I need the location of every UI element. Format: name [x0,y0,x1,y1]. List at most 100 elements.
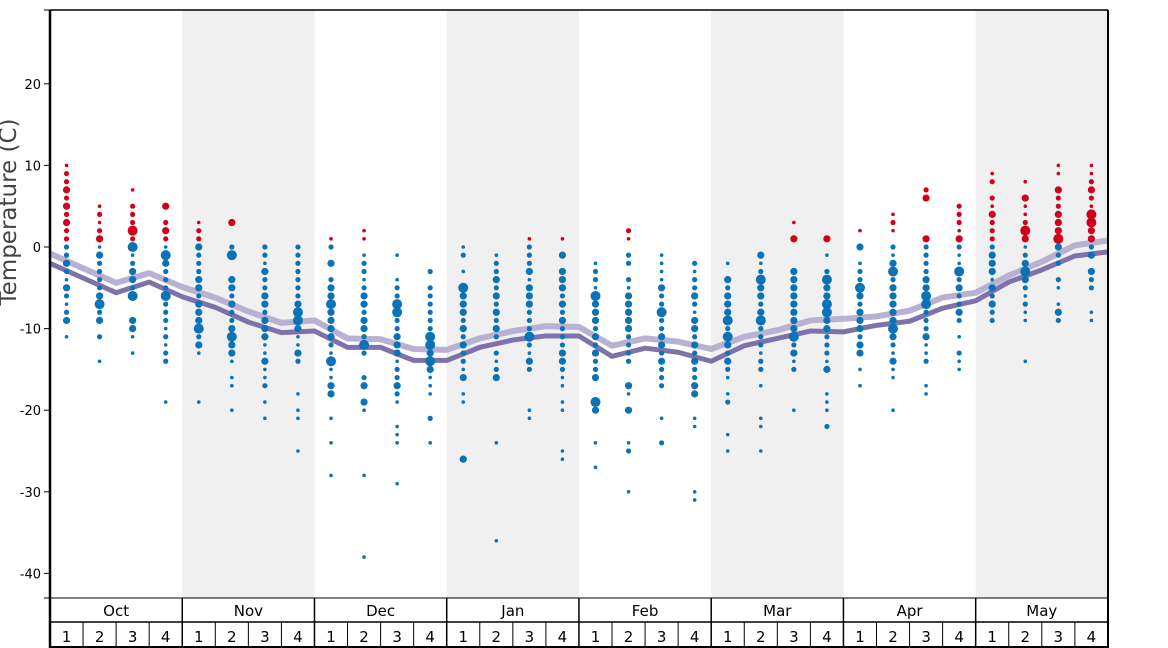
data-point [63,179,70,185]
data-point [196,220,201,225]
data-point [790,308,798,316]
data-point [821,307,832,318]
data-point [163,350,169,356]
data-point [989,179,995,185]
data-point [891,408,895,413]
data-point [560,375,565,380]
data-point [625,358,632,364]
week-label: 3 [128,628,138,646]
data-point [659,416,664,421]
data-point [96,268,103,275]
data-point [691,357,699,365]
data-point [97,220,102,225]
data-point [362,237,366,241]
week-label: 3 [657,628,667,646]
week-label: 4 [558,628,568,646]
data-point [858,367,862,372]
month-band [446,10,579,598]
week-label: 3 [921,628,931,646]
data-point [856,243,864,251]
week-label: 1 [723,628,733,646]
data-point [229,244,235,250]
data-point [889,316,897,325]
data-point [394,317,400,324]
week-label: 2 [756,628,766,646]
data-point [494,253,499,257]
data-point [1054,186,1062,194]
data-point [923,268,929,275]
data-point [692,416,697,421]
data-point [492,276,500,284]
week-label: 4 [161,628,171,646]
data-point [558,251,567,259]
data-point [261,292,269,300]
data-point [891,212,895,217]
data-point [327,325,335,333]
data-point [526,326,532,332]
data-point [95,316,104,325]
data-point [62,186,71,194]
data-point [493,268,499,275]
data-point [692,490,697,494]
data-point [461,367,466,372]
data-point [823,292,831,300]
data-point [1088,277,1094,283]
data-point [362,228,366,233]
data-point [989,317,995,324]
data-point [96,211,103,217]
data-point [1023,204,1028,208]
data-point [63,195,70,201]
data-point [659,326,665,332]
data-point [326,356,337,367]
data-point [130,236,136,242]
data-point [790,349,798,357]
data-point [1088,179,1094,185]
week-label: 4 [1087,628,1097,646]
data-point [263,375,267,380]
data-point [292,315,303,326]
data-point [527,237,532,241]
data-point [360,300,368,308]
data-point [791,342,797,348]
data-point [130,260,136,266]
data-point [1023,212,1028,217]
data-point [295,252,301,258]
data-point [891,228,895,233]
month-label-nov: Nov [234,602,263,620]
data-point [329,237,333,241]
data-point [1021,194,1029,202]
data-point [989,309,995,315]
data-point [658,341,666,349]
data-point [758,268,764,275]
data-point [659,317,665,324]
data-point [758,301,764,307]
data-point [295,358,301,364]
y-tick-label: 20 [24,78,41,93]
data-point [692,334,698,340]
dark-average-line [48,249,1109,364]
data-point [626,392,631,396]
data-point [196,236,202,242]
data-point [63,236,70,242]
data-point [792,359,796,364]
data-point [127,242,138,252]
data-point [64,163,69,168]
week-label: 1 [62,628,72,646]
data-point [427,309,433,315]
data-point [492,308,500,316]
data-point [558,300,567,308]
data-point [292,307,303,318]
data-point [427,326,433,332]
month-band [975,10,1108,598]
data-point [692,301,698,307]
data-point [989,219,995,226]
data-point [591,316,600,325]
data-point [854,282,865,293]
data-point [525,267,533,276]
data-point [394,326,400,332]
data-point [527,416,532,421]
data-point [724,276,732,284]
data-point [1087,235,1095,243]
data-point [196,293,202,299]
data-point [195,300,203,308]
